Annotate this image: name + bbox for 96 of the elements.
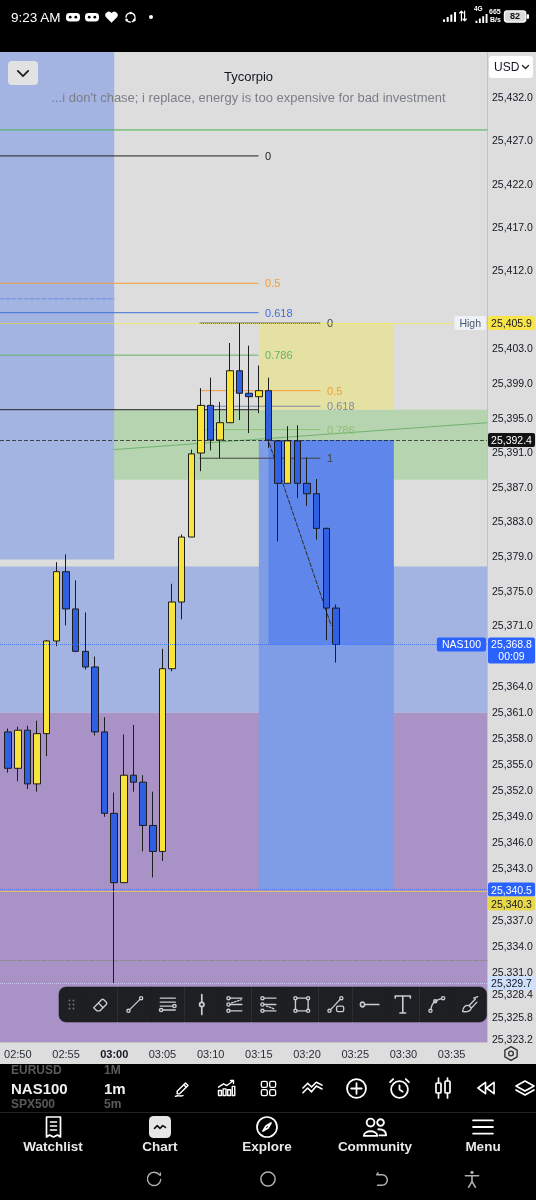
x-tick-label: 02:55 xyxy=(52,1047,80,1060)
y-tick-label: 25,349.0 xyxy=(492,809,534,822)
candlestick xyxy=(332,604,340,664)
candlestick xyxy=(14,726,22,782)
candlestick xyxy=(43,639,50,757)
text: 1m xyxy=(104,1080,126,1098)
candlestick xyxy=(91,656,99,736)
y-tick-label: 25,395.0 xyxy=(492,411,534,424)
candlestick xyxy=(149,791,157,878)
y-tick-label: 25,334.0 xyxy=(492,939,534,952)
x-tick-label: 03:00 xyxy=(100,1047,129,1060)
series-label: 0.786 xyxy=(265,349,293,362)
candlestick xyxy=(72,579,79,653)
candlestick xyxy=(33,720,41,793)
text: NAS100 xyxy=(11,1080,68,1098)
y-tick-label: 25,358.0 xyxy=(492,731,534,744)
candlestick xyxy=(188,449,195,538)
candlestick xyxy=(101,716,108,818)
text: Tycorpio xyxy=(223,69,274,84)
text: Menu xyxy=(465,1139,501,1155)
annotation: High xyxy=(459,317,482,330)
y-tick-label: 25,328.4 xyxy=(492,988,534,1001)
x-tick-label: 03:15 xyxy=(245,1047,273,1060)
candlestick xyxy=(178,533,185,620)
text: Explore xyxy=(242,1139,292,1155)
candlestick xyxy=(313,478,320,541)
x-tick-label: 03:35 xyxy=(437,1047,466,1060)
y-tick-label: 25,391.0 xyxy=(492,446,534,459)
y-tick-label: 25,379.0 xyxy=(492,550,534,563)
y-tick-label: 25,337.0 xyxy=(492,913,534,926)
y-tick-label: 25,432.0 xyxy=(492,91,534,104)
x-tick-label: 03:20 xyxy=(293,1047,321,1060)
x-tick-label: 03:30 xyxy=(389,1047,418,1060)
candlestick xyxy=(4,727,12,774)
y-tick-label: 25,399.0 xyxy=(492,376,534,389)
candlestick xyxy=(110,792,118,984)
y-tick-label: 25,352.0 xyxy=(492,783,534,796)
candlestick xyxy=(323,527,330,641)
series-label: 0.618 xyxy=(327,400,355,413)
x-tick-label: 03:10 xyxy=(196,1047,225,1060)
ref-line-label: 25,329.7 xyxy=(491,977,533,990)
y-tick-label: 25,387.0 xyxy=(492,480,534,493)
text: Chart xyxy=(142,1139,178,1155)
candlestick xyxy=(168,583,176,672)
ref-line-label: 25,340.3 xyxy=(491,897,533,910)
candlestick xyxy=(130,724,137,793)
y-tick-label: 25,325.8 xyxy=(492,1010,534,1023)
y-tick-label: 25,375.0 xyxy=(492,584,534,597)
series-label: 0 xyxy=(265,149,272,162)
candlestick xyxy=(82,611,89,671)
candlestick xyxy=(120,734,128,884)
text: 82 xyxy=(509,10,521,21)
y-tick-label: 25,361.0 xyxy=(492,706,534,718)
text: USD xyxy=(494,59,520,75)
y-tick-label: 25,371.0 xyxy=(492,619,534,632)
text: 5m xyxy=(104,1097,122,1112)
text: ...i don't chase; i replace, energy is too expensive for bad investment xyxy=(51,90,446,105)
ref-line-label: 25,340.5 xyxy=(491,883,533,896)
series-label: 0.5 xyxy=(327,384,343,397)
x-tick-label: 03:25 xyxy=(341,1047,370,1060)
annotation: NAS100 xyxy=(441,638,482,651)
y-tick-label: 25,364.0 xyxy=(492,680,534,693)
series-label: 0 xyxy=(327,317,334,330)
y-tick-label: 25,383.0 xyxy=(492,515,534,528)
text: 00:09 xyxy=(498,650,525,663)
x-tick-label: 03:05 xyxy=(148,1047,177,1060)
text: Community xyxy=(337,1139,413,1155)
y-tick-label: 25,412.0 xyxy=(492,264,534,277)
text: EURUSD xyxy=(11,1063,62,1078)
y-tick-label: 25,403.0 xyxy=(492,342,534,355)
y-tick-label: 25,343.0 xyxy=(492,861,534,874)
text: Watchlist xyxy=(23,1139,83,1155)
y-tick-label: 25,355.0 xyxy=(492,757,534,770)
ref-line-label: 25,405.9 xyxy=(491,317,533,330)
y-tick-label: 25,346.0 xyxy=(492,835,534,848)
candlestick xyxy=(139,774,147,852)
y-tick-label: 25,331.0 xyxy=(492,965,534,978)
text: SPX500 xyxy=(11,1097,56,1112)
y-tick-label: 25,422.0 xyxy=(492,177,534,190)
x-tick-label: 02:50 xyxy=(4,1047,32,1060)
y-tick-label: 25,417.0 xyxy=(492,220,534,233)
text: 1M xyxy=(104,1063,121,1078)
candlestick xyxy=(24,725,31,790)
ref-line-label: 25,368.8 xyxy=(491,638,533,651)
series-label: 0.5 xyxy=(265,277,281,290)
y-tick-label: 25,427.0 xyxy=(492,134,534,147)
series-label: 0.618 xyxy=(265,306,293,319)
ref-line-label: 25,392.4 xyxy=(491,434,533,447)
candlestick xyxy=(159,648,166,862)
candlestick xyxy=(53,561,60,647)
candlestick xyxy=(303,456,311,507)
series-label: 0.786 xyxy=(327,423,355,436)
y-tick-label: 25,323.2 xyxy=(492,1033,534,1046)
series-label: 1 xyxy=(327,452,334,465)
text: 9:23 AM xyxy=(11,10,61,26)
candlestick xyxy=(62,553,70,626)
